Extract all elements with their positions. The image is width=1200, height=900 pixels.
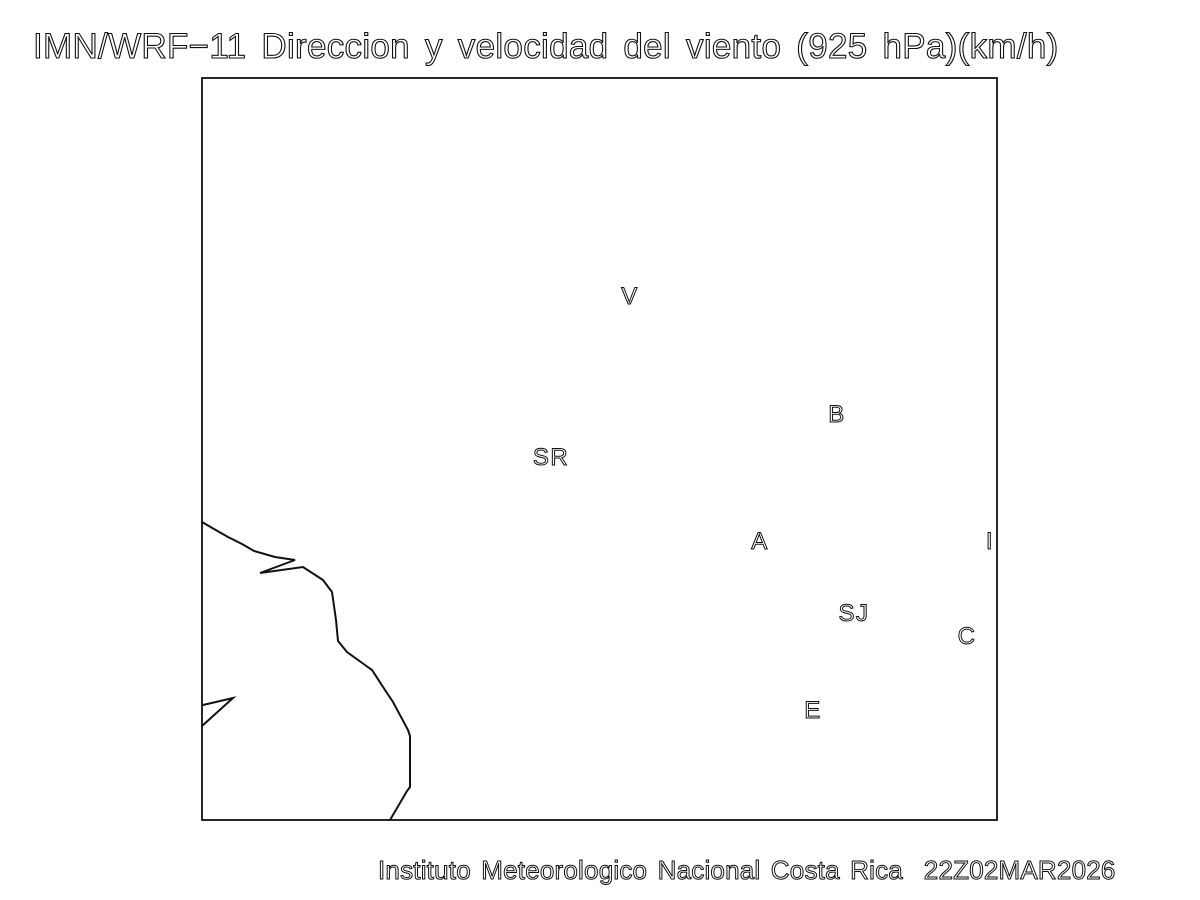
station-label-e: E: [804, 697, 822, 724]
coastline-path: [201, 521, 411, 821]
map-frame: [201, 77, 998, 821]
station-label-v: V: [621, 283, 639, 310]
footer-credit: Instituto Meteorologico Nacional Costa R…: [378, 855, 1116, 885]
station-label-b: B: [828, 401, 846, 428]
station-label-i: I: [986, 528, 994, 555]
station-label-sj: SJ: [838, 600, 869, 627]
peninsula-coastline-path: [201, 696, 237, 727]
station-label-c: C: [958, 623, 977, 650]
station-label-a: A: [751, 528, 769, 555]
station-label-sr: SR: [533, 444, 569, 471]
figure-title: IMN/WRF−11 Direccion y velocidad del vie…: [33, 27, 1059, 66]
